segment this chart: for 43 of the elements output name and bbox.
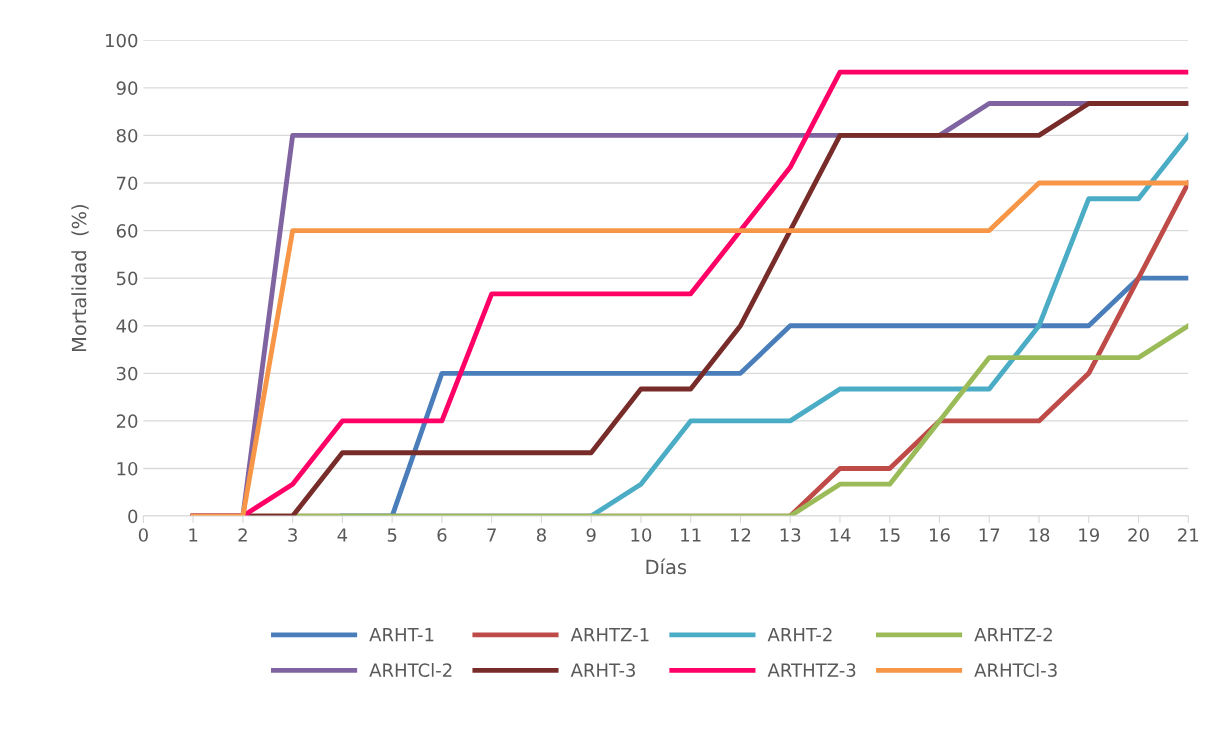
x-tick-label: 9 — [586, 528, 596, 542]
y-tick-label: 90 — [116, 81, 138, 95]
x-tick-label: 16 — [929, 528, 950, 542]
y-tick-label: 70 — [117, 176, 138, 191]
legend-label: ARHT-3 — [570, 663, 635, 677]
y-axis-title: Mortalidad (%) — [71, 205, 89, 352]
x-tick-label: 11 — [681, 528, 701, 542]
x-tick-label: 14 — [830, 528, 851, 542]
legend-label: ARHTCl-3 — [974, 663, 1057, 677]
y-tick-label: 100 — [106, 33, 138, 48]
legend-label: ARHTCl-2 — [369, 663, 452, 677]
y-tick-label: 80 — [116, 128, 138, 143]
x-tick-label: 0 — [138, 528, 148, 542]
x-tick-label: 15 — [880, 528, 900, 542]
x-tick-label: 10 — [631, 528, 652, 542]
y-tick-label: 40 — [116, 319, 138, 333]
y-tick-label: 20 — [116, 414, 138, 429]
x-tick-label: 18 — [1029, 528, 1050, 542]
x-tick-label: 5 — [387, 528, 397, 542]
legend-label: ARHTZ-1 — [570, 628, 649, 642]
x-tick-label: 6 — [437, 528, 447, 542]
y-tick-label: 50 — [116, 271, 138, 286]
x-tick-label: 17 — [979, 528, 1000, 542]
legend-label: ARTHTZ-3 — [767, 663, 856, 677]
x-tick-label: 2 — [238, 528, 247, 542]
legend-label: ARHTZ-2 — [974, 627, 1052, 642]
x-tick-label: 7 — [487, 528, 496, 542]
y-tick-label: 60 — [116, 224, 138, 238]
x-tick-label: 13 — [780, 528, 801, 542]
x-tick-label: 1 — [189, 528, 198, 542]
x-tick-label: 8 — [536, 528, 546, 542]
y-tick-label: 10 — [117, 461, 138, 476]
x-tick-label: 4 — [337, 528, 348, 542]
x-tick-label: 3 — [288, 528, 297, 542]
x-tick-label: 21 — [1178, 528, 1199, 542]
x-tick-label: 20 — [1128, 528, 1149, 542]
x-tick-label: 12 — [730, 528, 751, 542]
x-tick-label: 19 — [1079, 528, 1099, 542]
legend-label: ARHT-1 — [369, 628, 434, 642]
legend-label: ARHT-2 — [767, 627, 832, 642]
y-tick-label: 0 — [128, 509, 138, 524]
y-tick-label: 30 — [116, 366, 138, 381]
x-axis-title: Días — [646, 558, 687, 575]
